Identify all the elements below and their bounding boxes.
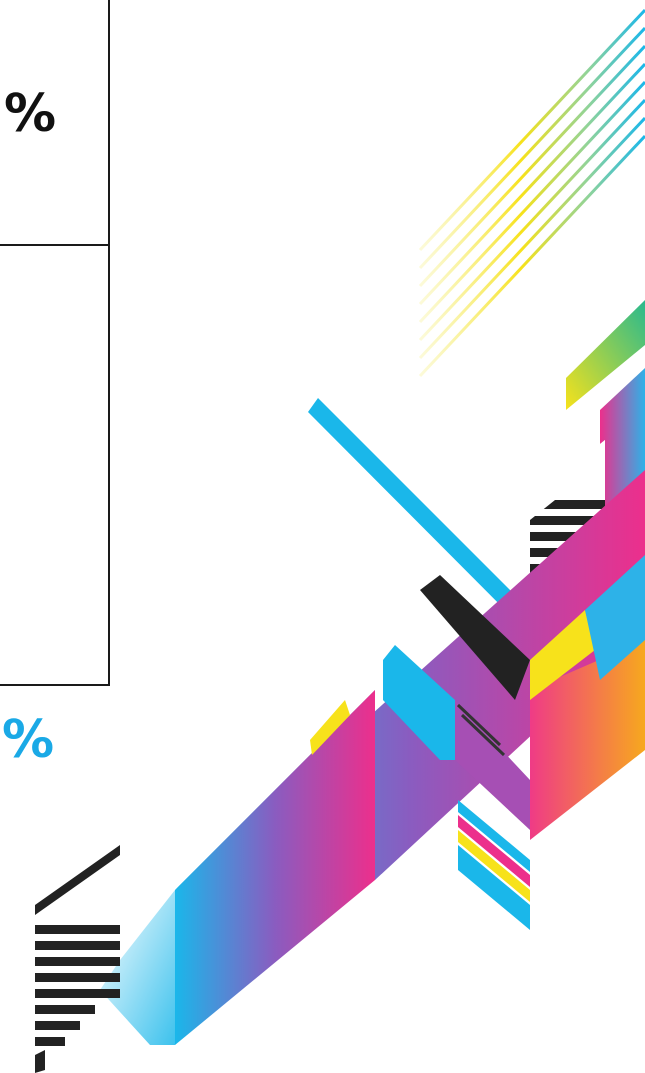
cmy-stripes [458,800,530,930]
stat-cell-bottom: % [0,246,110,766]
cyan-diagonal-bar [308,398,545,640]
percent-sign-bottom: % [2,710,55,770]
yellow-sliver [310,700,350,755]
cyan-fold [383,645,455,760]
percent-sign-top: % [4,84,57,144]
stat-cell-top: % [0,0,110,246]
blue-accent [585,555,645,680]
thin-black-stripes [456,703,506,757]
thin-diagonal-lines [418,8,645,378]
magenta-fold [455,700,530,830]
green-yellow-band [566,300,645,410]
yellow-accent [530,610,595,700]
lower-gradient-face [175,690,375,1045]
bottom-striped-block [35,845,120,1073]
cyan-fade-shape [100,890,175,1045]
orange-pink-block [530,640,645,840]
dark-triangle [420,575,530,700]
